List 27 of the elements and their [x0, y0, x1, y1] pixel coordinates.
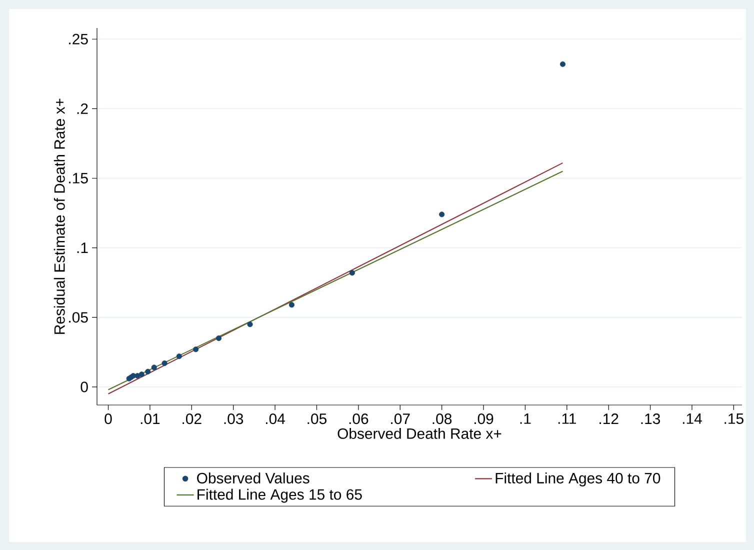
y-tick-label: .2	[77, 103, 88, 114]
x-tick-label: .05	[308, 414, 326, 424]
y-axis-title: Residual Estimate of Death Rate x+	[54, 98, 65, 334]
y-tick-label: .05	[69, 312, 88, 323]
x-tick-label: .15	[724, 414, 744, 424]
x-tick-label: .11	[558, 414, 576, 424]
legend-label: Fitted Line Ages 40 to 70	[496, 472, 660, 486]
x-tick-label: 0	[104, 414, 112, 424]
x-tick-label: .08	[432, 414, 452, 424]
x-tick-label: .1	[520, 414, 531, 424]
x-tick-label: .14	[682, 414, 702, 424]
x-tick-label: .07	[391, 414, 410, 424]
legend-label: Observed Values	[197, 472, 310, 484]
x-tick-label: .06	[349, 414, 368, 424]
x-tick-label: .04	[266, 414, 285, 424]
y-tick-label: .25	[69, 34, 88, 44]
x-tick-label: .09	[474, 414, 494, 424]
x-tick-label: .01	[140, 414, 160, 424]
x-tick-label: .03	[224, 414, 244, 424]
y-tick-label: 0	[80, 382, 88, 392]
x-axis-title: Observed Death Rate x+	[338, 428, 502, 439]
y-tick-label: .15	[69, 173, 88, 184]
x-tick-label: .12	[600, 414, 618, 424]
legend-label: Fitted Line Ages 15 to 65	[198, 488, 362, 503]
y-tick-label: .1	[77, 242, 88, 253]
x-tick-label: .02	[182, 414, 202, 424]
x-tick-label: .13	[641, 414, 660, 424]
